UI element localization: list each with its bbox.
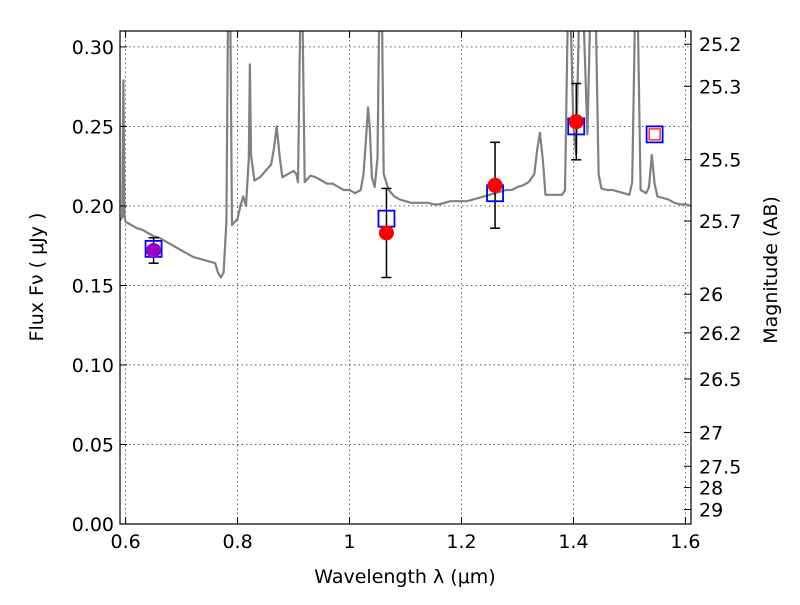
y-axis-ticks: 0.00 0.05 0.10 0.15 0.20 0.25 0.30 [72,37,127,536]
y-tick-label: 0.25 [72,116,114,138]
y-tick-label: 0.15 [72,275,114,297]
y-tick-label: 0.10 [72,355,114,377]
x-tick-label: 1.4 [558,531,588,553]
y2-tick-label: 27 [699,423,723,445]
x-axis-ticks: 0.6 0.8 1 1.2 1.4 1.6 [110,31,701,553]
model-square-inner [648,128,661,141]
y-tick-label: 0.00 [72,514,114,536]
x-tick-label: 1.2 [446,531,476,553]
spectrum-line [120,31,691,279]
observed-point [378,225,394,241]
x-tick-label: 0.6 [110,531,140,553]
y2-axis-label: Magnitude (AB) [760,196,782,344]
spectrum-series [120,31,691,279]
y2-tick-label: 25.7 [699,211,741,233]
y2-tick-label: 25.3 [699,76,741,98]
error-bars [148,82,582,279]
y-tick-label: 0.05 [72,434,114,456]
model-square-marker [645,125,664,144]
plot-frame [119,30,692,525]
x-tick-label: 0.8 [222,531,252,553]
y2-tick-label: 26 [699,284,723,306]
observed-point [568,114,584,130]
y2-tick-label: 28 [699,478,723,500]
grid-lines [120,31,691,524]
x-tick-label: 1 [343,531,355,553]
y2-tick-label: 25.2 [699,34,741,56]
y2-tick-label: 25.5 [699,150,741,172]
y2-tick-label: 26.5 [699,369,741,391]
x-tick-label: 1.6 [670,531,700,553]
y-tick-label: 0.30 [72,37,114,59]
observed-point [146,242,162,258]
y2-tick-label: 27.5 [699,456,741,478]
y-axis-label: Flux Fν ( μJy ) [26,213,48,342]
y-tick-label: 0.20 [72,196,114,218]
y2-tick-label: 29 [699,500,723,522]
observed-point [487,177,503,193]
data-markers [144,114,664,258]
y2-tick-label: 26.2 [699,323,741,345]
x-axis-label: Wavelength λ (μm) [314,566,495,588]
